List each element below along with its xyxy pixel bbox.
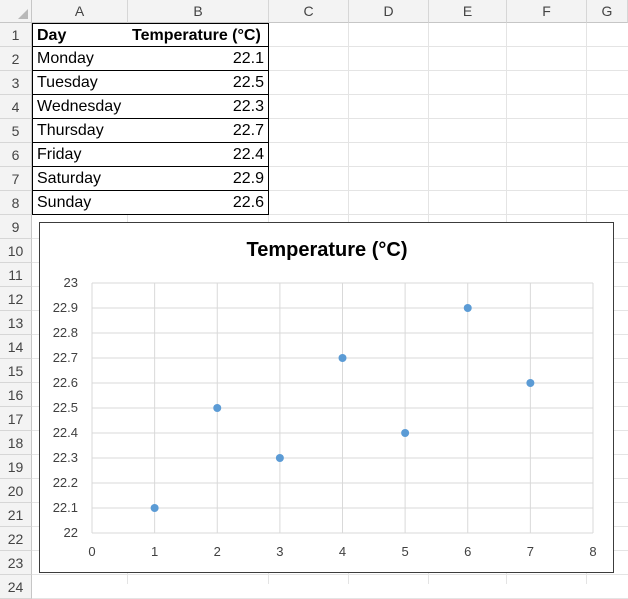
cell-a2[interactable]: Monday bbox=[32, 47, 129, 71]
row-header-13[interactable]: 13 bbox=[0, 311, 32, 335]
chart-canvas: Temperature (°C)2222.122.222.322.422.522… bbox=[53, 239, 597, 559]
row-header-3[interactable]: 3 bbox=[0, 71, 32, 95]
cell-b7[interactable]: 22.9 bbox=[128, 167, 269, 191]
y-tick-label: 23 bbox=[64, 275, 78, 290]
x-tick-label: 3 bbox=[276, 544, 283, 559]
cell-b1[interactable]: Temperature (°C) bbox=[128, 23, 269, 47]
column-header-b[interactable]: B bbox=[128, 0, 269, 23]
column-header-a[interactable]: A bbox=[32, 0, 128, 23]
data-point bbox=[213, 404, 222, 412]
x-tick-label: 6 bbox=[464, 544, 471, 559]
data-point bbox=[338, 354, 347, 362]
grid-line-horizontal bbox=[32, 46, 628, 47]
row-header-17[interactable]: 17 bbox=[0, 407, 32, 431]
row-header-22[interactable]: 22 bbox=[0, 527, 32, 551]
grid-line-horizontal bbox=[32, 70, 628, 71]
data-point bbox=[463, 304, 472, 312]
row-header-18[interactable]: 18 bbox=[0, 431, 32, 455]
y-tick-label: 22.7 bbox=[53, 350, 78, 365]
row-header-23[interactable]: 23 bbox=[0, 551, 32, 575]
row-header-12[interactable]: 12 bbox=[0, 287, 32, 311]
cell-b8[interactable]: 22.6 bbox=[128, 191, 269, 215]
column-header-g[interactable]: G bbox=[587, 0, 628, 23]
cell-a4[interactable]: Wednesday bbox=[32, 95, 129, 119]
row-header-14[interactable]: 14 bbox=[0, 335, 32, 359]
x-tick-label: 7 bbox=[527, 544, 534, 559]
y-tick-label: 22.1 bbox=[53, 500, 78, 515]
chart-title: Temperature (°C) bbox=[247, 239, 408, 261]
grid-line-horizontal bbox=[32, 94, 628, 95]
cell-b2[interactable]: 22.1 bbox=[128, 47, 269, 71]
row-header-2[interactable]: 2 bbox=[0, 47, 32, 71]
cell-a3[interactable]: Tuesday bbox=[32, 71, 129, 95]
cell-b6[interactable]: 22.4 bbox=[128, 143, 269, 167]
cell-b3[interactable]: 22.5 bbox=[128, 71, 269, 95]
row-header-4[interactable]: 4 bbox=[0, 95, 32, 119]
column-header-f[interactable]: F bbox=[507, 0, 587, 23]
row-header-10[interactable]: 10 bbox=[0, 239, 32, 263]
row-header-6[interactable]: 6 bbox=[0, 143, 32, 167]
y-tick-label: 22.4 bbox=[53, 425, 78, 440]
x-tick-label: 5 bbox=[402, 544, 409, 559]
row-header-8[interactable]: 8 bbox=[0, 191, 32, 215]
y-tick-label: 22.2 bbox=[53, 475, 78, 490]
grid-line-horizontal bbox=[32, 142, 628, 143]
cell-a1[interactable]: Day bbox=[32, 23, 129, 47]
cell-a6[interactable]: Friday bbox=[32, 143, 129, 167]
x-tick-label: 8 bbox=[589, 544, 596, 559]
cell-b5[interactable]: 22.7 bbox=[128, 119, 269, 143]
grid-line-horizontal bbox=[32, 166, 628, 167]
y-tick-label: 22.8 bbox=[53, 325, 78, 340]
grid-line-horizontal bbox=[32, 214, 628, 215]
data-point bbox=[275, 454, 284, 462]
data-point bbox=[150, 504, 159, 512]
cell-a5[interactable]: Thursday bbox=[32, 119, 129, 143]
cell-b4[interactable]: 22.3 bbox=[128, 95, 269, 119]
grid-line-horizontal bbox=[32, 190, 628, 191]
column-header-e[interactable]: E bbox=[429, 0, 507, 23]
grid-line-horizontal bbox=[32, 118, 628, 119]
column-header-c[interactable]: C bbox=[269, 0, 349, 23]
x-tick-label: 4 bbox=[339, 544, 346, 559]
y-tick-label: 22.3 bbox=[53, 450, 78, 465]
row-header-1[interactable]: 1 bbox=[0, 23, 32, 47]
x-tick-label: 0 bbox=[88, 544, 95, 559]
x-tick-label: 1 bbox=[151, 544, 158, 559]
data-point bbox=[526, 379, 535, 387]
x-tick-label: 2 bbox=[214, 544, 221, 559]
cell-a8[interactable]: Sunday bbox=[32, 191, 129, 215]
row-header-7[interactable]: 7 bbox=[0, 167, 32, 191]
row-header-15[interactable]: 15 bbox=[0, 359, 32, 383]
column-header-d[interactable]: D bbox=[349, 0, 429, 23]
row-header-9[interactable]: 9 bbox=[0, 215, 32, 239]
row-header-21[interactable]: 21 bbox=[0, 503, 32, 527]
y-tick-label: 22.9 bbox=[53, 300, 78, 315]
row-header-20[interactable]: 20 bbox=[0, 479, 32, 503]
row-header-24[interactable]: 24 bbox=[0, 575, 32, 599]
row-header-19[interactable]: 19 bbox=[0, 455, 32, 479]
cell-a7[interactable]: Saturday bbox=[32, 167, 129, 191]
row-header-16[interactable]: 16 bbox=[0, 383, 32, 407]
row-header-5[interactable]: 5 bbox=[0, 119, 32, 143]
grid-line-horizontal bbox=[32, 574, 628, 575]
row-header-11[interactable]: 11 bbox=[0, 263, 32, 287]
y-tick-label: 22.5 bbox=[53, 400, 78, 415]
data-point bbox=[401, 429, 410, 437]
y-tick-label: 22.6 bbox=[53, 375, 78, 390]
y-tick-label: 22 bbox=[64, 525, 78, 540]
scatter-chart[interactable]: Temperature (°C) 22 22.1 22.2 22.3 22.4 22.5 22… bbox=[39, 222, 614, 573]
select-all-corner[interactable] bbox=[0, 0, 32, 23]
